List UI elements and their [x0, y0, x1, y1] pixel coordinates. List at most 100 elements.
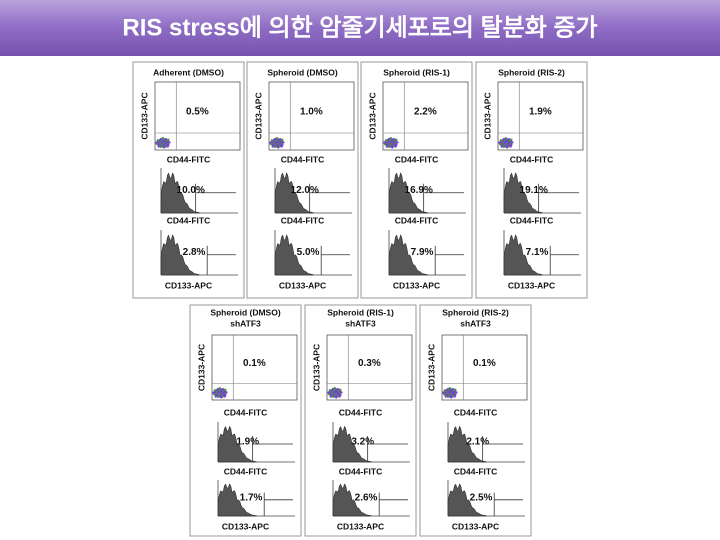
x-axis-label: CD133-APC — [393, 280, 440, 290]
event-dot — [218, 387, 222, 390]
percentage: 3.2% — [351, 437, 374, 448]
event-dot — [510, 138, 513, 142]
event-dot — [225, 391, 228, 394]
y-axis-label: CD133-APC — [367, 92, 377, 139]
histogram — [160, 234, 200, 276]
x-axis-label: CD44-FITC — [454, 466, 497, 476]
y-axis-label: CD133-APC — [139, 92, 149, 139]
event-dot — [159, 137, 163, 141]
event-dot — [166, 145, 169, 148]
panel-title: Spheroid (DMSO) — [267, 67, 338, 77]
histogram — [388, 172, 428, 214]
event-dot — [273, 145, 277, 149]
x-axis-label: CD133-APC — [279, 280, 326, 290]
event-dot — [159, 145, 163, 149]
event-dot — [270, 139, 274, 142]
event-dot — [328, 389, 332, 392]
event-dot — [154, 141, 158, 144]
y-axis-label: CD133-APC — [196, 344, 206, 391]
panel — [304, 304, 417, 537]
event-dot — [444, 395, 447, 398]
event-dot — [282, 141, 285, 144]
histogram — [388, 234, 428, 276]
scatter-frame — [441, 334, 528, 401]
x-axis-label: CD44-FITC — [224, 466, 267, 476]
x-axis-label: CD44-FITC — [395, 154, 438, 164]
event-dot — [216, 387, 220, 391]
event-dot — [161, 137, 165, 140]
y-axis-label: CD133-APC — [482, 92, 492, 139]
scatter-frame — [326, 334, 413, 401]
histogram — [447, 425, 487, 463]
event-dot — [506, 146, 509, 149]
percentage: 2.1% — [466, 437, 489, 448]
percentage: 0.1% — [243, 358, 266, 369]
event-dot — [450, 396, 453, 399]
event-dot — [453, 395, 456, 398]
percentage: 16.9% — [405, 185, 433, 196]
panel-title: shATF3 — [460, 318, 491, 328]
event-dot — [280, 145, 283, 148]
event-dot — [511, 141, 514, 144]
event-dot — [446, 395, 450, 399]
event-dot — [216, 395, 220, 399]
event-dot — [392, 138, 396, 141]
event-dot — [167, 138, 170, 142]
event-dot — [454, 388, 457, 392]
percentage: 0.5% — [186, 107, 209, 118]
scatter-frame — [268, 81, 355, 151]
scatter-frame — [382, 81, 469, 151]
percentage: 2.8% — [183, 247, 206, 258]
y-axis-label: CD133-APC — [426, 344, 436, 391]
event-dot — [164, 138, 168, 141]
percentage: 5.0% — [297, 247, 320, 258]
event-dot — [214, 395, 217, 398]
x-axis-label: CD133-APC — [337, 521, 384, 531]
event-dot — [441, 391, 445, 394]
histogram — [217, 425, 257, 463]
event-dot — [387, 145, 391, 149]
event-dot — [396, 141, 399, 144]
event-dot — [163, 146, 166, 149]
event-dot — [331, 387, 335, 391]
panel — [360, 61, 473, 299]
scatter-frame — [497, 81, 584, 151]
panel-title: Spheroid (RIS-1) — [383, 67, 450, 77]
histogram — [217, 483, 257, 517]
event-dot — [333, 387, 337, 390]
percentage: 0.3% — [358, 358, 381, 369]
percentage: 2.5% — [470, 493, 493, 504]
event-dot — [504, 137, 508, 140]
percentage: 10.0% — [177, 185, 205, 196]
x-axis-label: CD44-FITC — [167, 215, 210, 225]
x-axis-label: CD133-APC — [165, 280, 212, 290]
event-dot — [387, 137, 391, 141]
event-dot — [281, 138, 284, 142]
histogram — [503, 172, 543, 214]
scatter-frame — [211, 334, 298, 401]
event-dot — [497, 141, 501, 144]
event-dot — [223, 395, 226, 398]
x-axis-label: CD44-FITC — [281, 215, 324, 225]
x-axis-label: CD44-FITC — [339, 466, 382, 476]
panel — [246, 61, 359, 299]
event-dot — [502, 145, 506, 149]
event-dot — [156, 139, 160, 142]
event-dot — [275, 137, 279, 140]
percentage: 19.1% — [520, 185, 548, 196]
histogram — [274, 172, 314, 214]
event-dot — [446, 387, 450, 391]
event-dot — [273, 137, 277, 141]
x-axis-label: CD44-FITC — [339, 407, 382, 417]
event-dot — [502, 137, 506, 141]
event-dot — [451, 388, 455, 391]
percentage: 7.1% — [526, 247, 549, 258]
percentage: 2.2% — [414, 107, 437, 118]
x-axis-label: CD133-APC — [222, 521, 269, 531]
event-dot — [211, 391, 215, 394]
event-dot — [331, 395, 335, 399]
panel — [189, 304, 302, 537]
panel — [475, 61, 588, 299]
panel — [419, 304, 532, 537]
